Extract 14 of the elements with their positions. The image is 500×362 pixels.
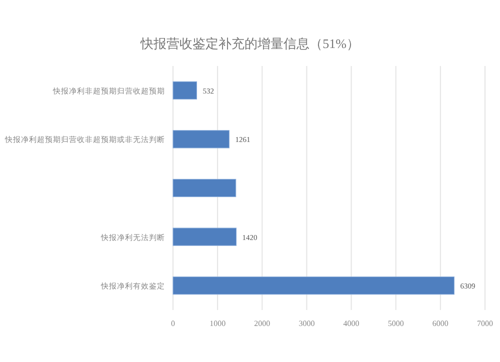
x-tick-label: 7000 [477, 319, 493, 328]
bar [172, 130, 230, 148]
x-tick-label: 4000 [343, 319, 360, 328]
bar [172, 276, 454, 295]
bar [172, 178, 236, 198]
bar [172, 81, 198, 100]
x-tick-label: 1000 [210, 319, 226, 328]
x-tick-label: 2000 [254, 319, 270, 328]
bar [172, 228, 237, 246]
x-tick-label: 0 [171, 319, 175, 328]
x-tick-label: 3000 [298, 319, 315, 328]
x-tick-label: 5000 [388, 319, 404, 328]
x-tick-label: 6000 [432, 319, 448, 328]
chart-title: 快报营收鉴定补充的增量信息（51%） [140, 36, 360, 51]
